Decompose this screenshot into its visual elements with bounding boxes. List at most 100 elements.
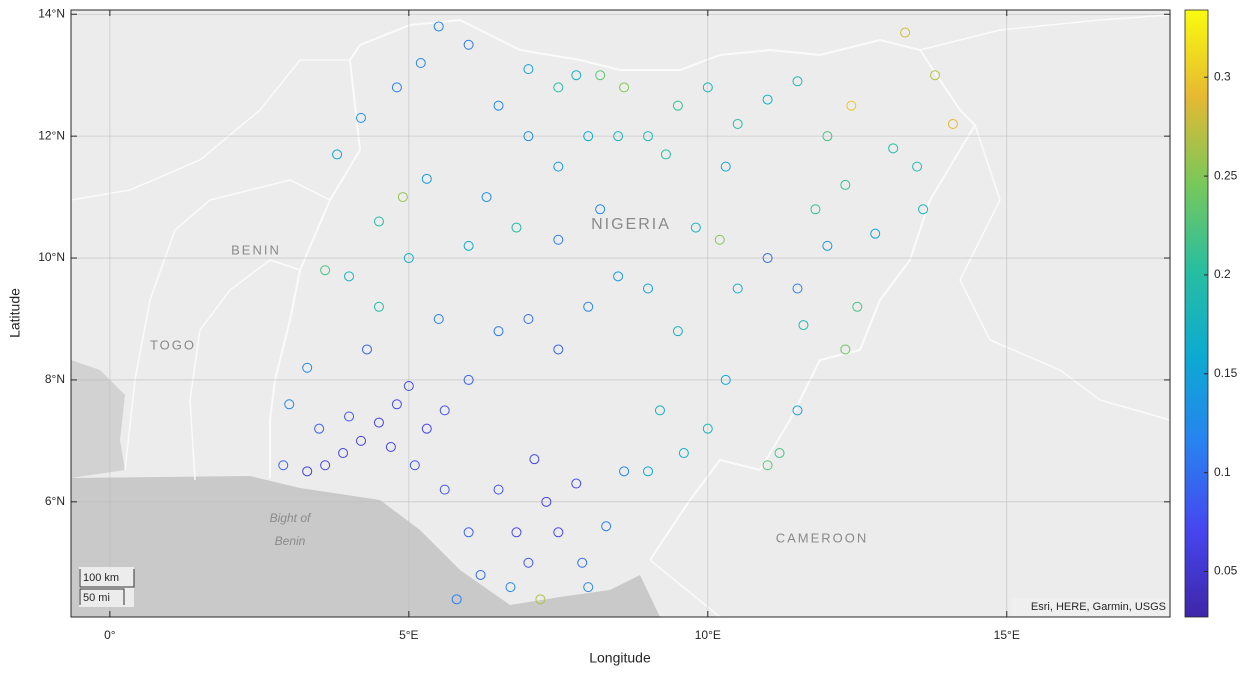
point: [553, 234, 564, 245]
point: [672, 100, 683, 111]
point: [373, 216, 384, 227]
point: [798, 320, 809, 331]
y-tick-label: 8°N: [45, 372, 65, 386]
point: [529, 454, 540, 465]
point: [702, 82, 713, 93]
point: [403, 253, 414, 264]
point: [613, 131, 624, 142]
point: [463, 527, 474, 538]
x-tick-label: 15°E: [994, 628, 1020, 642]
ocean: [71, 360, 125, 478]
point: [505, 582, 516, 593]
point: [660, 149, 671, 160]
point: [332, 149, 343, 160]
point: [577, 557, 588, 568]
point: [840, 344, 851, 355]
attribution-bg: [1011, 598, 1169, 616]
border: [649, 559, 721, 617]
basemap: [71, 10, 1170, 617]
point: [553, 527, 564, 538]
point: [583, 301, 594, 312]
scale-km-label: 100 km: [83, 572, 119, 584]
map-label: TOGO: [150, 337, 196, 352]
point: [822, 131, 833, 142]
map-label: Bight of: [270, 511, 312, 525]
point: [571, 70, 582, 81]
point: [870, 228, 881, 239]
scale-bar-km: [79, 569, 135, 588]
point: [583, 582, 594, 593]
border: [71, 59, 350, 201]
point: [792, 405, 803, 416]
point: [314, 423, 325, 434]
colorbar: 0.05 0.1 0.15 0.2 0.25 0.3: [1184, 9, 1238, 618]
point: [720, 161, 731, 172]
point: [475, 569, 486, 580]
ocean: [71, 476, 660, 617]
y-tick-label: 12°N: [38, 128, 65, 142]
point: [523, 313, 534, 324]
point: [523, 131, 534, 142]
point: [762, 94, 773, 105]
point: [523, 64, 534, 75]
x-tick-label: 0°: [104, 628, 116, 642]
scale-bar-mi: [79, 588, 125, 605]
point: [595, 204, 606, 215]
point: [415, 58, 426, 69]
point: [541, 496, 552, 507]
point: [619, 466, 630, 477]
point: [643, 283, 654, 294]
point: [463, 39, 474, 50]
point: [463, 374, 474, 385]
point: [822, 240, 833, 251]
point: [643, 466, 654, 477]
point: [403, 381, 414, 392]
point: [439, 484, 450, 495]
border: [189, 259, 301, 481]
point: [619, 82, 630, 93]
point: [409, 460, 420, 471]
point: [888, 143, 899, 154]
y-tick-label: 14°N: [38, 6, 65, 20]
point: [690, 222, 701, 233]
point: [511, 527, 522, 538]
point: [421, 423, 432, 434]
scale-mi-label: 50 mi: [83, 592, 110, 604]
colorbar-tick-label: 0.25: [1214, 168, 1238, 182]
point: [344, 411, 355, 422]
x-tick-label: 10°E: [695, 628, 721, 642]
grid: [71, 10, 1170, 617]
colorbar-tick-label: 0.2: [1214, 267, 1231, 281]
point: [493, 100, 504, 111]
point: [391, 399, 402, 410]
point: [433, 21, 444, 32]
point: [302, 466, 313, 477]
attribution: Esri, HERE, Garmin, USGS: [1031, 601, 1166, 613]
point: [511, 222, 522, 233]
point: [900, 27, 911, 38]
map-label: BENIN: [231, 242, 281, 257]
point: [672, 326, 683, 337]
point: [810, 204, 821, 215]
point: [463, 240, 474, 251]
point: [553, 161, 564, 172]
point: [397, 192, 408, 203]
point: [732, 283, 743, 294]
point: [481, 192, 492, 203]
point: [720, 374, 731, 385]
point: [732, 118, 743, 129]
map-label: Benin: [275, 534, 306, 548]
point: [702, 423, 713, 434]
point: [774, 448, 785, 459]
points: [278, 21, 958, 605]
point: [654, 405, 665, 416]
border: [919, 14, 1170, 51]
point: [391, 82, 402, 93]
colorbar-tick-label: 0.3: [1214, 69, 1231, 83]
border: [269, 18, 977, 561]
point: [302, 362, 313, 373]
point: [451, 594, 462, 605]
point: [523, 557, 534, 568]
